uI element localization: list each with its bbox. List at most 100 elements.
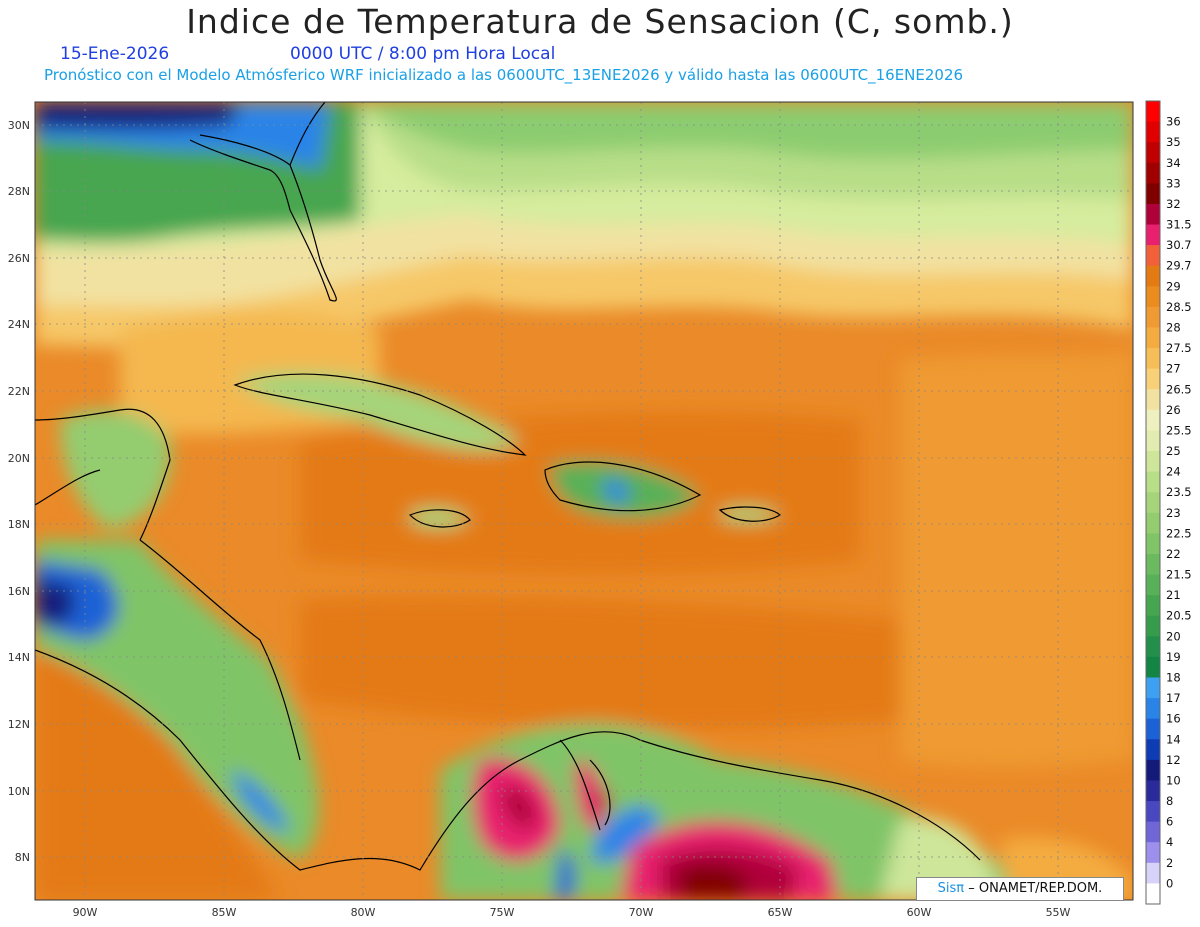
colorbar-swatch	[1146, 286, 1160, 308]
colorbar-swatch	[1146, 821, 1160, 843]
colorbar-label: 29.7	[1166, 259, 1192, 273]
lat-label: 26N	[8, 252, 30, 265]
colorbar-swatch	[1146, 533, 1160, 555]
lat-label: 12N	[8, 718, 30, 731]
colorbar-label: 36	[1166, 115, 1181, 129]
colorbar-swatch	[1146, 780, 1160, 802]
colorbar-label: 22.5	[1166, 526, 1192, 540]
colorbar-swatch	[1146, 203, 1160, 226]
colorbar-swatch	[1146, 883, 1160, 905]
colorbar-swatch	[1146, 492, 1160, 514]
colorbar-label: 18	[1166, 671, 1181, 685]
colorbar-label: 17	[1166, 691, 1181, 705]
colorbar-label: 8	[1166, 794, 1173, 808]
colorbar-swatch	[1146, 739, 1160, 761]
colorbar-swatch	[1146, 348, 1160, 370]
lat-label: 8N	[15, 851, 30, 864]
colorbar-label: 33	[1166, 176, 1181, 190]
colorbar-swatch	[1146, 512, 1160, 534]
colorbar-label: 16	[1166, 712, 1181, 726]
colorbar-swatch	[1146, 677, 1160, 699]
lat-label: 30N	[8, 119, 30, 132]
credit-text: – ONAMET/REP.DOM.	[968, 881, 1103, 896]
colorbar-label: 21.5	[1166, 568, 1192, 582]
colorbar-label: 25.5	[1166, 423, 1192, 437]
colorbar-label: 35	[1166, 135, 1181, 149]
colorbar-label: 34	[1166, 156, 1181, 170]
colorbar-label: 27.5	[1166, 341, 1192, 355]
colorbar-label: 14	[1166, 732, 1181, 746]
colorbar-swatch	[1146, 615, 1160, 637]
colorbar-label: 27	[1166, 362, 1181, 376]
colorbar-label: 4	[1166, 835, 1173, 849]
colorbar-label: 28.5	[1166, 300, 1192, 314]
colorbar-swatch	[1146, 553, 1160, 576]
lon-label: 55W	[1046, 906, 1071, 919]
lon-label: 60W	[907, 906, 932, 919]
colorbar-swatch	[1146, 656, 1160, 679]
colorbar-label: 32	[1166, 197, 1181, 211]
colorbar-label: 26	[1166, 403, 1181, 417]
colorbar-swatch	[1146, 718, 1160, 740]
heat-field	[35, 102, 1133, 900]
colorbar-swatch	[1146, 471, 1160, 493]
colorbar-label: 31.5	[1166, 218, 1192, 232]
lon-label: 75W	[490, 906, 515, 919]
colorbar-swatch	[1146, 862, 1160, 884]
colorbar-swatch	[1146, 245, 1160, 267]
colorbar-label: 26.5	[1166, 382, 1192, 396]
lat-label: 24N	[8, 318, 30, 331]
grid-lines	[35, 102, 1133, 900]
colorbar-label: 21	[1166, 588, 1181, 602]
colorbar-label: 10	[1166, 773, 1181, 787]
colorbar: 363534333231.530.729.72928.52827.52726.5…	[1145, 100, 1192, 905]
model-info-label: Pronóstico con el Modelo Atmósferico WRF…	[44, 66, 964, 84]
latitude-labels: 30N 28N 26N 24N 22N 20N 18N 16N 14N 12N …	[8, 119, 30, 864]
colorbar-swatch	[1146, 265, 1160, 287]
credit-box: Sisπ – ONAMET/REP.DOM.	[916, 877, 1124, 901]
colorbar-label: 2	[1166, 856, 1173, 870]
chart-title: Indice de Temperatura de Sensacion (C, s…	[186, 2, 1014, 41]
colorbar-swatch	[1146, 224, 1160, 246]
colorbar-border	[1145, 100, 1161, 905]
colorbar-swatch	[1146, 409, 1160, 431]
date-label: 15-Ene-2026	[60, 44, 170, 64]
colorbar-swatch	[1146, 368, 1160, 390]
colorbar-label: 0	[1166, 876, 1173, 890]
lon-label: 70W	[629, 906, 654, 919]
lon-label: 65W	[768, 906, 793, 919]
colorbar-swatch	[1146, 595, 1160, 617]
colorbar-label: 19	[1166, 650, 1181, 664]
coastlines	[35, 102, 981, 871]
colorbar-label: 29	[1166, 279, 1181, 293]
colorbar-swatch	[1146, 121, 1160, 143]
colorbar-label: 23	[1166, 506, 1181, 520]
colorbar-label: 20.5	[1166, 609, 1192, 623]
lat-label: 18N	[8, 518, 30, 531]
colorbar-swatch	[1146, 759, 1160, 781]
colorbar-label: 6	[1166, 815, 1173, 829]
lon-label: 85W	[212, 906, 237, 919]
lat-label: 10N	[8, 785, 30, 798]
colorbar-label: 28	[1166, 320, 1181, 334]
colorbar-swatch	[1146, 574, 1160, 596]
lat-label: 20N	[8, 452, 30, 465]
colorbar-label: 23.5	[1166, 485, 1192, 499]
colorbar-label: 24	[1166, 465, 1181, 479]
colorbar-swatch	[1146, 306, 1160, 328]
colorbar-swatch	[1146, 101, 1160, 123]
colorbar-swatch	[1146, 636, 1160, 658]
lat-label: 16N	[8, 585, 30, 598]
colorbar-swatch	[1146, 162, 1160, 184]
colorbar-swatch	[1146, 801, 1160, 823]
colorbar-swatch	[1146, 451, 1160, 473]
colorbar-swatch	[1146, 389, 1160, 411]
colorbar-swatch	[1146, 842, 1160, 864]
lat-label: 22N	[8, 385, 30, 398]
colorbar-swatch	[1146, 698, 1160, 720]
colorbar-swatch	[1146, 183, 1160, 205]
lat-label: 28N	[8, 185, 30, 198]
colorbar-label: 12	[1166, 753, 1181, 767]
longitude-labels: 90W 85W 80W 75W 70W 65W 60W 55W	[73, 906, 1071, 919]
